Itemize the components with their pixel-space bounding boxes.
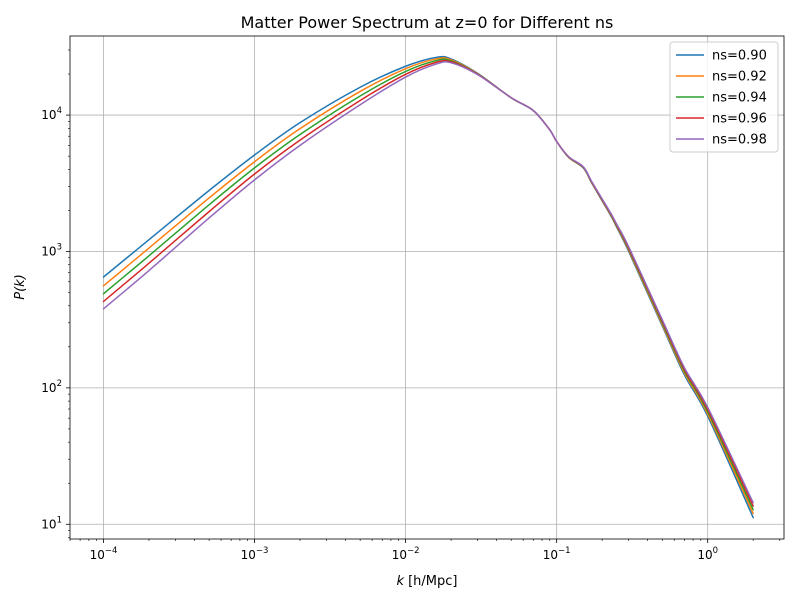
y-tick-base: 10 (41, 381, 56, 395)
legend-label-ns-0-92: ns=0.92 (712, 70, 767, 85)
y-axis-label: P(k) (13, 274, 28, 300)
legend-label-ns-0-94: ns=0.94 (712, 91, 767, 106)
x-axis-label-unit: [h/Mpc] (408, 574, 457, 589)
y-tick-exp: 4 (57, 106, 62, 116)
x-tick-label: 10−1 (543, 546, 571, 562)
x-tick-base: 10 (241, 548, 256, 562)
plot-frame (69, 35, 785, 540)
y-tick-label: 101 (41, 515, 62, 531)
legend-label-ns-0-90: ns=0.90 (712, 49, 767, 64)
x-tick-label: 10−3 (241, 546, 269, 562)
y-tick-label: 102 (41, 379, 62, 395)
x-tick-exp: 0 (713, 546, 718, 556)
x-tick-label: 10−4 (90, 546, 118, 562)
x-tick-base: 10 (697, 548, 712, 562)
y-tick-label: 104 (41, 106, 62, 122)
x-tick-base: 10 (90, 548, 105, 562)
y-tick-exp: 2 (57, 379, 62, 389)
x-axis-label: k [h/Mpc] (397, 574, 458, 589)
chart-title: Matter Power Spectrum at z=0 for Differe… (241, 13, 614, 32)
y-tick-label: 103 (41, 242, 62, 258)
y-tick-exp: 1 (57, 515, 62, 525)
y-tick-base: 10 (41, 108, 56, 122)
legend-label-ns-0-98: ns=0.98 (712, 133, 767, 148)
legend-box (669, 41, 779, 153)
x-tick-exp: −4 (105, 546, 118, 556)
x-axis-label-var: k (397, 574, 405, 589)
x-tick-exp: −2 (407, 546, 420, 556)
x-tick-label: 100 (697, 546, 718, 562)
legend-label-ns-0-96: ns=0.96 (712, 112, 767, 127)
legend: ns=0.90 ns=0.92 ns=0.94 ns=0.96 ns=0.98 (669, 41, 779, 153)
x-tick-label: 10−2 (392, 546, 420, 562)
y-tick-base: 10 (41, 517, 56, 531)
series-line-ns-0-98 (102, 60, 754, 504)
x-tick-base: 10 (392, 548, 407, 562)
y-tick-exp: 3 (57, 242, 62, 252)
grid (70, 36, 784, 539)
x-tick-base: 10 (543, 548, 558, 562)
x-tick-exp: −3 (256, 546, 269, 556)
series-group (102, 55, 754, 519)
y-tick-base: 10 (41, 244, 56, 258)
legend-items: ns=0.90 ns=0.92 ns=0.94 ns=0.96 ns=0.98 (676, 49, 767, 148)
x-tick-exp: −1 (558, 546, 571, 556)
